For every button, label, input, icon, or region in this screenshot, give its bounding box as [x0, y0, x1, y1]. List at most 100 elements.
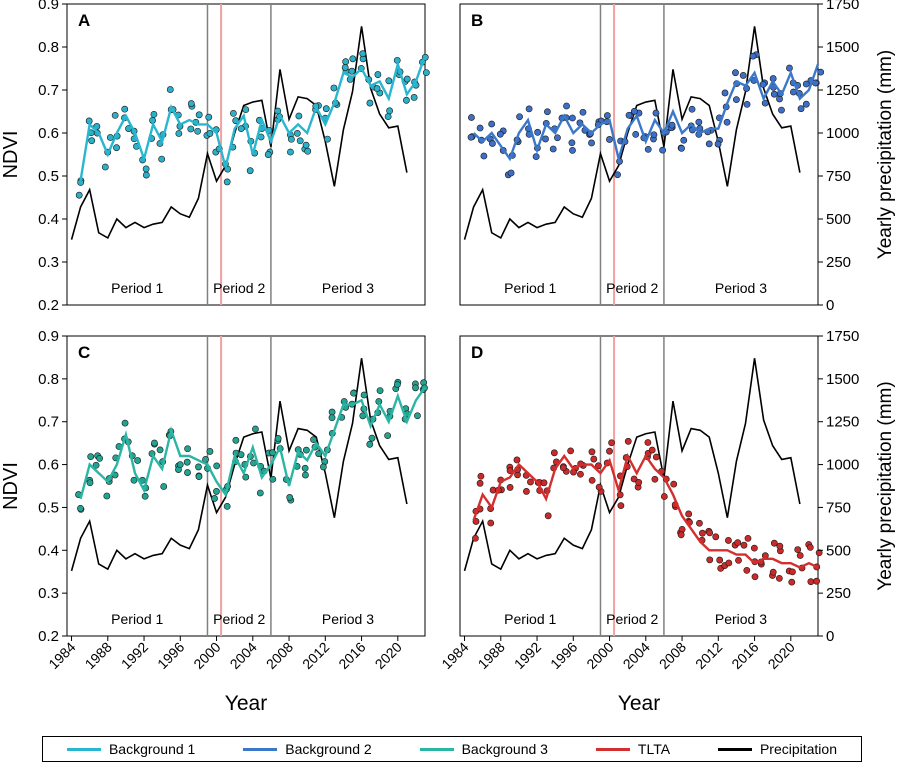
period-label: Period 1 [111, 280, 163, 296]
precip-tick-label: 750 [826, 168, 851, 185]
panel-letter: A [78, 11, 90, 30]
ndvi-point [205, 113, 213, 121]
ndvi-point [134, 457, 142, 464]
ndvi-point [477, 472, 485, 480]
ndvi-point [93, 122, 101, 130]
ndvi-point [229, 109, 237, 117]
panel-a: Period 1 Period 2 Period 3 A 0.2 0.3 0.4 0.5 0.6… [0, 0, 430, 314]
precip-tick-label: 1500 [826, 371, 859, 388]
ndvi-point [304, 147, 312, 155]
ndvi-point [86, 479, 94, 487]
ndvi-point [195, 111, 203, 119]
ndvi-point [743, 101, 751, 108]
period-label: Period 2 [606, 280, 658, 296]
ndvi-point [348, 67, 356, 75]
ndvi-point [77, 179, 85, 186]
ndvi-point [264, 151, 272, 158]
ndvi-point [156, 446, 164, 454]
period-label: Period 3 [322, 280, 374, 296]
ndvi-point [75, 191, 83, 199]
legend-label: Background 2 [285, 741, 372, 757]
ndvi-point [187, 100, 195, 107]
ndvi-point [286, 494, 294, 501]
ndvi-point [759, 80, 767, 88]
ndvi-point [588, 477, 596, 484]
ndvi-mean-line [472, 63, 820, 164]
legend: Background 1 Background 2 Background 3 T… [42, 736, 862, 762]
ndvi-mean-line [79, 55, 427, 181]
ndvi-point [489, 140, 496, 147]
ndvi-point [532, 153, 540, 161]
ndvi-point [376, 387, 384, 394]
ndvi-point [786, 64, 793, 72]
ndvi-point [644, 439, 652, 446]
ndvi-point [660, 493, 668, 500]
precip-tick-label: 0 [826, 297, 834, 314]
ndvi-point [776, 542, 784, 550]
ndvi-point [422, 69, 430, 77]
ndvi-point [523, 488, 530, 495]
ndvi-point [467, 133, 475, 141]
ndvi-point [293, 129, 301, 137]
ndvi-point [476, 479, 484, 487]
ndvi-point [476, 124, 484, 132]
ndvi-point [685, 510, 693, 518]
ndvi-point [796, 552, 804, 559]
ndvi-point [595, 483, 603, 491]
ndvi-point [301, 464, 309, 472]
ndvi-point [725, 537, 732, 544]
ndvi-point [403, 96, 410, 104]
ndvi-point [616, 491, 624, 499]
ndvi-tick-label: 0.2 [38, 628, 59, 645]
year-tick-label: 2004 [620, 639, 653, 672]
ndvi-point [184, 445, 191, 453]
ndvi-point [374, 71, 382, 78]
ndvi-point [328, 408, 336, 416]
legend-swatch [419, 747, 454, 751]
period-label: Period 1 [111, 611, 163, 627]
precip-tick-label: 750 [826, 499, 851, 516]
ndvi-point [617, 502, 625, 510]
ndvi-point [488, 120, 496, 128]
precip-tick-label: 500 [826, 542, 851, 559]
panel-b: Period 1 Period 2 Period 3 B 0 250 500 750 1000 1… [459, 0, 896, 314]
ndvi-point [594, 462, 602, 470]
ndvi-point [606, 136, 613, 143]
precip-tick-label: 0 [826, 628, 834, 645]
ndvi-point [206, 130, 214, 137]
ndvi-point [373, 85, 381, 92]
ndvi-point [213, 488, 220, 495]
ndvi-point [677, 531, 685, 539]
period-label: Period 3 [715, 611, 767, 627]
ndvi-axis-label: NDVI [0, 462, 22, 510]
legend-item-precipitation: Precipitation [717, 741, 837, 757]
ndvi-point [384, 432, 392, 439]
precipitation-line [70, 26, 408, 240]
year-tick-label: 1992 [118, 639, 151, 672]
period-label: Period 1 [504, 280, 556, 296]
ndvi-point [223, 178, 231, 186]
ndvi-point [815, 549, 823, 557]
ndvi-point [183, 458, 191, 466]
legend-label: Precipitation [759, 741, 837, 757]
ndvi-point [195, 473, 203, 480]
ndvi-point [328, 414, 336, 422]
precip-tick-label: 1250 [826, 414, 859, 431]
ndvi-point [550, 449, 558, 457]
ndvi-point [330, 84, 338, 92]
ndvi-point [274, 435, 282, 442]
ndvi-point [302, 141, 310, 149]
ndvi-point [111, 111, 119, 119]
year-tick-label: 1996 [547, 639, 580, 672]
ndvi-point [632, 131, 640, 138]
precipitation-line [70, 358, 408, 572]
ndvi-point [603, 112, 611, 119]
period-label: Period 2 [213, 280, 265, 296]
precipitation-line [463, 358, 801, 572]
legend-item-tlta: TLTA [595, 741, 670, 757]
ndvi-point [624, 437, 632, 445]
ndvi-point [630, 107, 638, 115]
ndvi-point [414, 412, 421, 420]
ndvi-point [705, 140, 713, 148]
